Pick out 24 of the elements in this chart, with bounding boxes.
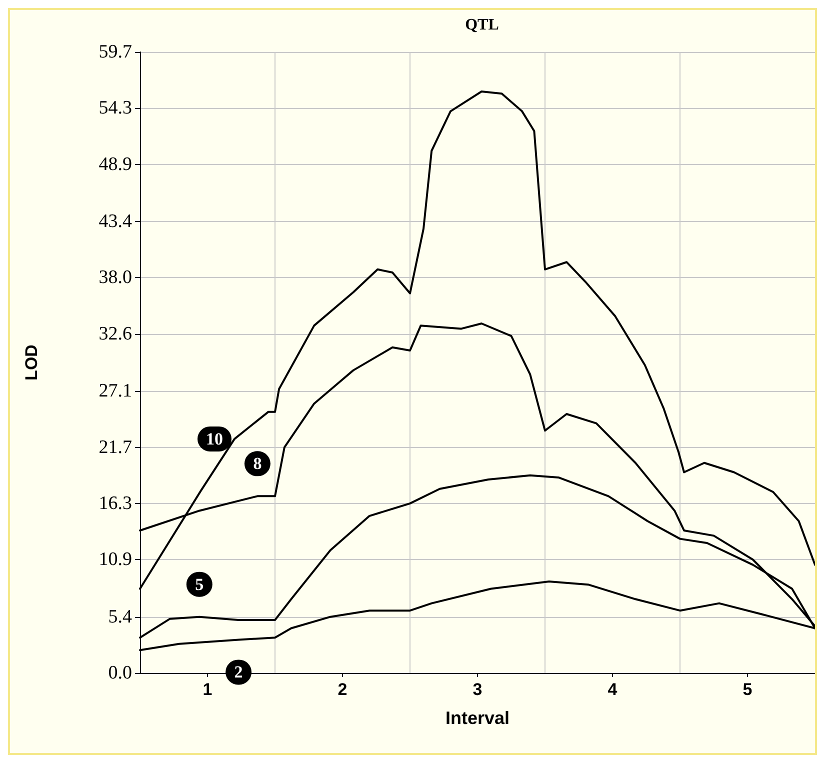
y-axis-title: LOD: [22, 344, 41, 380]
y-tick-label: 43.4: [98, 211, 132, 232]
x-axis-title: Interval: [445, 708, 510, 728]
x-tick-label: 2: [338, 680, 348, 699]
y-tick-label: 0.0: [108, 662, 132, 684]
y-tick-label: 5.4: [108, 606, 132, 628]
series-label: 2: [234, 662, 243, 682]
series-label: 10: [206, 429, 223, 448]
x-tick-label: 1: [202, 680, 212, 699]
series-label: 5: [195, 574, 204, 594]
x-tick-label: 5: [742, 680, 752, 699]
y-tick-label: 16.3: [98, 492, 132, 514]
series-label: 8: [253, 454, 262, 474]
y-tick-label: 59.7: [98, 42, 132, 62]
y-tick-label: 10.9: [98, 549, 132, 570]
y-tick-label: 48.9: [98, 154, 132, 175]
y-tick-label: 54.3: [98, 98, 132, 119]
x-tick-label: 4: [608, 680, 618, 699]
y-tick-label: 27.1: [98, 380, 132, 402]
y-tick-label: 32.6: [98, 323, 132, 344]
chart-title: QTL: [465, 16, 499, 34]
y-tick-label: 38.0: [98, 267, 132, 288]
y-tick-label: 21.7: [98, 436, 132, 458]
x-tick-label: 3: [472, 680, 482, 699]
